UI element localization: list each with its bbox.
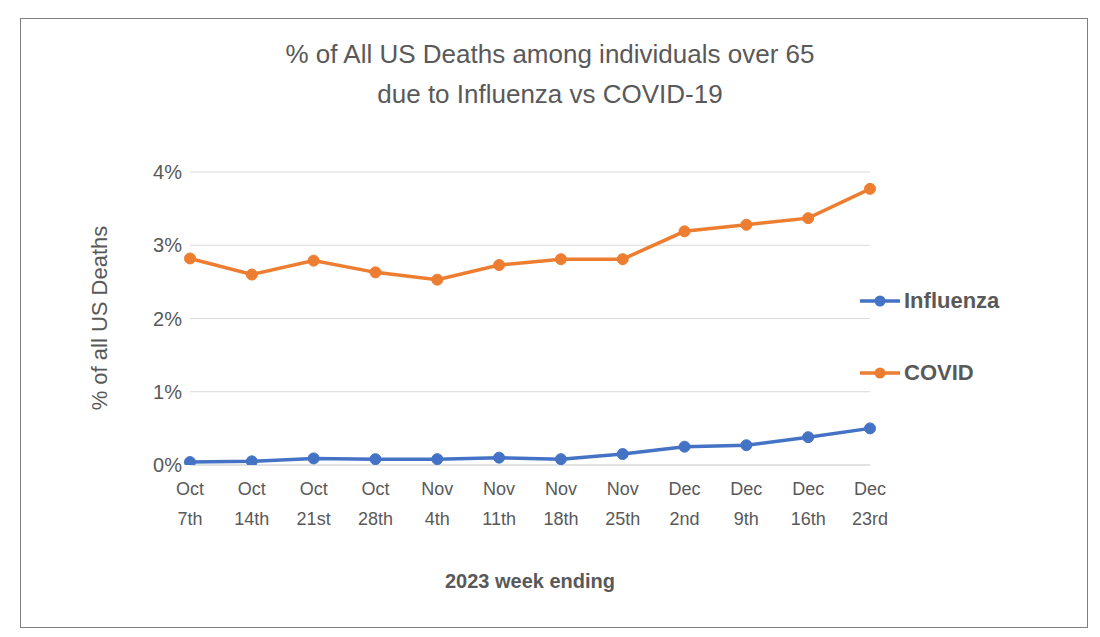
svg-text:Oct7th: Oct7th: [176, 479, 204, 529]
svg-text:Nov18th: Nov18th: [543, 479, 578, 529]
html-text:2023 week ending: 2023 week ending: [445, 570, 615, 592]
svg-text:Oct28th: Oct28th: [358, 479, 393, 529]
html-text:Influenza: Influenza: [904, 288, 1000, 313]
svg-text:Nov25th: Nov25th: [605, 479, 640, 529]
svg-text:Dec16th: Dec16th: [791, 479, 826, 529]
svg-text:2%: 2%: [153, 308, 182, 330]
svg-text:Oct21st: Oct21st: [297, 479, 331, 529]
html-text:% of all US Deaths: % of all US Deaths: [87, 225, 112, 411]
html-text:COVID: COVID: [904, 360, 974, 385]
svg-text:Nov11th: Nov11th: [482, 479, 516, 529]
svg-text:1%: 1%: [153, 381, 182, 403]
svg-text:Dec23rd: Dec23rd: [852, 479, 888, 529]
svg-text:4%: 4%: [153, 161, 182, 183]
svg-text:Nov4th: Nov4th: [421, 479, 453, 529]
svg-text:Dec9th: Dec9th: [730, 479, 762, 529]
svg-text:3%: 3%: [153, 234, 182, 256]
svg-text:Oct14th: Oct14th: [234, 479, 269, 529]
svg-text:0%: 0%: [153, 454, 182, 476]
html-text:% of All US Deaths among indiv: % of All US Deaths among individuals ove…: [285, 39, 815, 109]
svg-text:Dec2nd: Dec2nd: [669, 479, 701, 529]
